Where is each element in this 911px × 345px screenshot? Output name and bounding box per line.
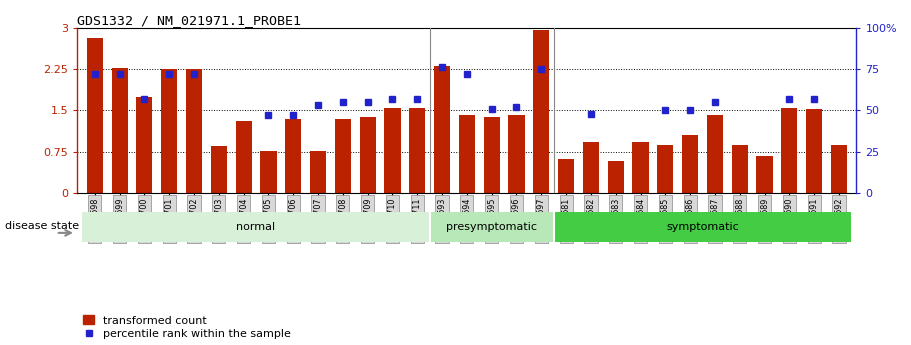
Bar: [82, 212, 430, 241]
Bar: [806, 109, 823, 193]
Bar: [608, 161, 624, 193]
Bar: [434, 66, 450, 193]
Bar: [484, 117, 500, 193]
Bar: [682, 135, 698, 193]
Text: presymptomatic: presymptomatic: [446, 222, 537, 232]
Bar: [732, 145, 748, 193]
Bar: [533, 30, 549, 193]
Text: GDS1332 / NM_021971.1_PROBE1: GDS1332 / NM_021971.1_PROBE1: [77, 14, 302, 27]
Bar: [632, 142, 649, 193]
Bar: [508, 115, 525, 193]
Bar: [261, 151, 277, 193]
Text: normal: normal: [237, 222, 276, 232]
Bar: [186, 69, 202, 193]
Text: symptomatic: symptomatic: [666, 222, 739, 232]
Bar: [558, 159, 574, 193]
Bar: [657, 145, 673, 193]
Bar: [384, 108, 401, 193]
Bar: [161, 69, 178, 193]
Bar: [707, 115, 723, 193]
Bar: [236, 121, 251, 193]
Bar: [782, 108, 797, 193]
Bar: [137, 97, 152, 193]
Bar: [409, 108, 425, 193]
Bar: [430, 212, 554, 241]
Bar: [756, 156, 773, 193]
Bar: [554, 212, 852, 241]
Bar: [583, 142, 599, 193]
Text: disease state: disease state: [5, 221, 78, 231]
Bar: [459, 115, 475, 193]
Bar: [111, 68, 128, 193]
Bar: [360, 117, 375, 193]
Legend: transformed count, percentile rank within the sample: transformed count, percentile rank withi…: [83, 315, 291, 339]
Bar: [831, 145, 847, 193]
Bar: [87, 38, 103, 193]
Bar: [285, 119, 302, 193]
Bar: [310, 151, 326, 193]
Bar: [335, 119, 351, 193]
Bar: [210, 146, 227, 193]
